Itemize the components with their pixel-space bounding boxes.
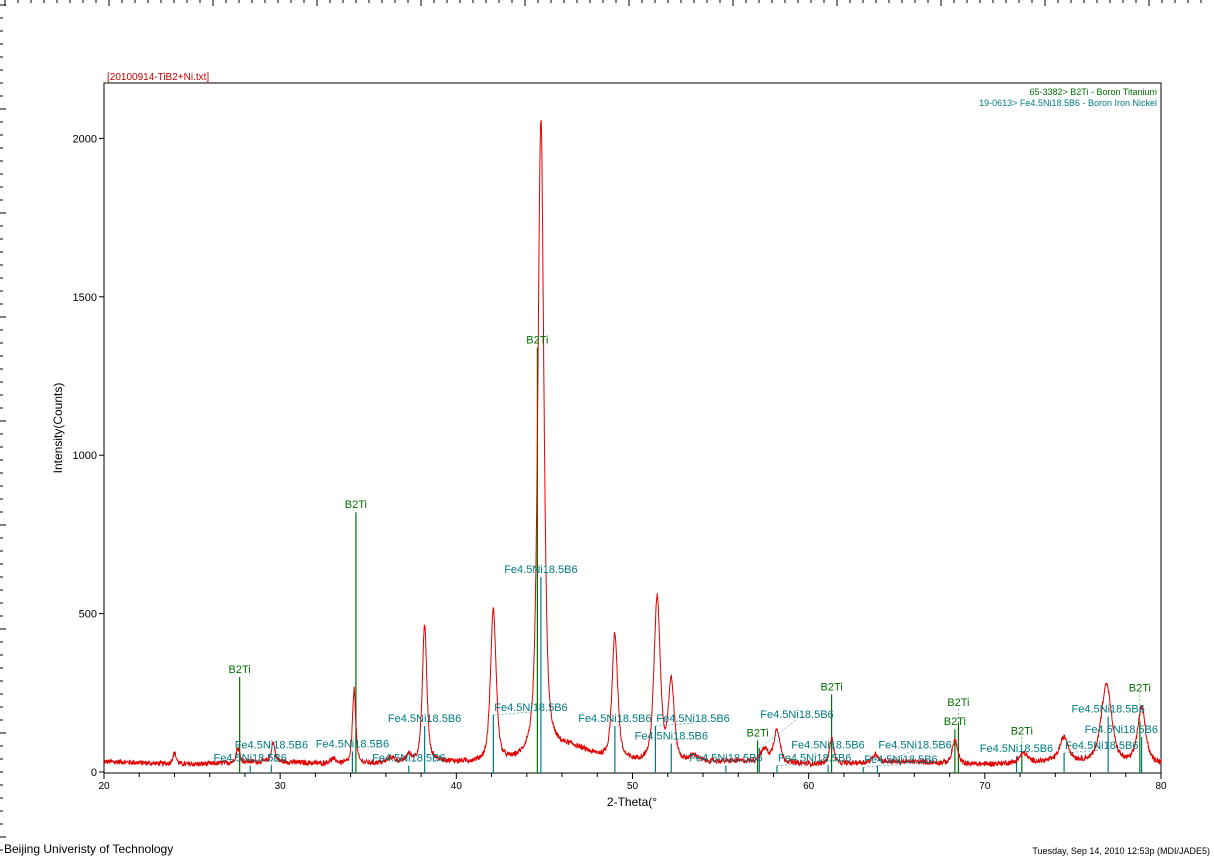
x-tick-label: 60: [803, 781, 815, 792]
y-tick-label: 500: [79, 609, 97, 621]
y-axis-label: Intensity(Counts): [51, 383, 65, 474]
reference-label-fe-ni-b: Fe4.5Ni18.5B6: [235, 740, 308, 752]
reference-label-b2ti: B2Ti: [820, 681, 842, 693]
reference-label-fe-ni-b: Fe4.5Ni18.5B6: [760, 709, 833, 721]
x-axis-label: 2-Theta(°: [607, 795, 657, 809]
diffraction-pattern-line: [104, 119, 1162, 768]
legend-b2ti: 65-3382> B2Ti - Boron Titanium: [1030, 87, 1158, 97]
y-tick-label: 1500: [73, 292, 97, 304]
x-tick-label: 40: [451, 781, 463, 792]
reference-label-fe-ni-b: Fe4.5Ni18.5B6: [578, 713, 651, 725]
x-tick-label: 20: [98, 781, 110, 792]
reference-label-fe-ni-b: Fe4.5Ni18.5B6: [778, 753, 851, 765]
reference-label-b2ti: B2Ti: [944, 716, 966, 728]
timestamp-footer: Tuesday, Sep 14, 2010 12:53p (MDI/JADE5): [1032, 846, 1210, 856]
reference-label-b2ti: B2Ti: [228, 664, 250, 676]
x-tick-label: 70: [979, 781, 991, 792]
chart-title: [20100914-TiB2+Ni.txt]: [107, 72, 209, 83]
reference-label-fe-ni-b: Fe4.5Ni18.5B6: [504, 564, 577, 576]
reference-lines: [239, 347, 1143, 773]
reference-label-fe-ni-b: Fe4.5Ni18.5B6: [316, 738, 389, 750]
plot-frame: [103, 82, 1162, 774]
reference-label-b2ti: B2Ti: [345, 499, 367, 511]
reference-label-fe-ni-b: Fe4.5Ni18.5B6: [791, 740, 864, 752]
reference-label-fe-ni-b: Fe4.5Ni18.5B6: [656, 713, 729, 725]
reference-label-fe-ni-b: Fe4.5Ni18.5B6: [214, 753, 287, 765]
reference-label-fe-ni-b: Fe4.5Ni18.5B6: [1072, 704, 1145, 716]
reference-label-b2ti: B2Ti: [1129, 682, 1151, 694]
x-tick-label: 80: [1155, 781, 1167, 792]
reference-label-leader: [877, 749, 916, 766]
y-tick-label: 2000: [73, 133, 97, 145]
reference-label-fe-ni-b: Fe4.5Ni18.5B6: [494, 702, 567, 714]
reference-label-fe-ni-b: Fe4.5Ni18.5B6: [1085, 724, 1158, 736]
reference-label-fe-ni-b: Fe4.5Ni18.5B6: [878, 740, 951, 752]
legend-fe-ni-b: 19-0613> Fe4.5Ni18.5B6 - Boron Iron Nick…: [979, 98, 1157, 108]
reference-label-leaders: [271, 692, 1141, 768]
reference-label-b2ti: B2Ti: [526, 335, 548, 347]
x-tick-label: 50: [627, 781, 639, 792]
axes: 20 30 40 50 60 70 80 0 500 1000 1500 2000: [73, 133, 1167, 792]
reference-label-fe-ni-b: Fe4.5Ni18.5B6: [980, 743, 1053, 755]
reference-label-b2ti: B2Ti: [746, 727, 768, 739]
reference-label-fe-ni-b: Fe4.5Ni18.5B6: [372, 753, 445, 765]
reference-label-fe-ni-b: Fe4.5Ni18.5B6: [689, 753, 762, 765]
y-tick-label: 0: [91, 767, 97, 779]
reference-label-b2ti: B2Ti: [947, 697, 969, 709]
x-tick-label: 30: [275, 781, 287, 792]
reference-label-fe-ni-b: Fe4.5Ni18.5B6: [864, 754, 937, 766]
reference-label-fe-ni-b: Fe4.5Ni18.5B6: [388, 713, 461, 725]
reference-label-fe-ni-b: Fe4.5Ni18.5B6: [635, 731, 708, 743]
institution-footer: Beijing Univeristy of Technology: [4, 842, 174, 856]
reference-label-fe-ni-b: Fe4.5Ni18.5B6: [1065, 740, 1138, 752]
reference-label-b2ti: B2Ti: [1011, 725, 1033, 737]
y-tick-label: 1000: [73, 450, 97, 462]
